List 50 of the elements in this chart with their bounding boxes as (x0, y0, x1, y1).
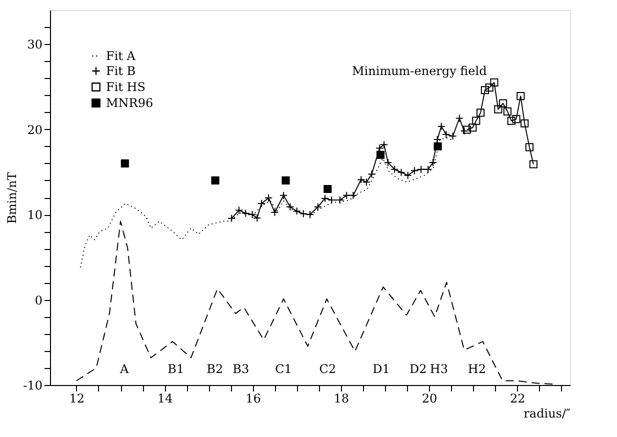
annotation: H3 (430, 362, 448, 376)
point (520, 119, 529, 128)
point (211, 176, 220, 184)
point (120, 159, 129, 168)
annotation: A (119, 362, 130, 376)
y-axis-title: Bmin/nT (5, 172, 20, 224)
annotation: Minimum-energy field (352, 64, 488, 78)
point (512, 115, 520, 124)
y-tick-label: 0 (34, 293, 42, 308)
y-tick-label: 20 (27, 122, 42, 137)
point (376, 150, 385, 159)
legend-label: Fit A (106, 49, 136, 63)
point (529, 160, 538, 168)
x-axis-title: radius/″ (524, 406, 572, 420)
point (494, 105, 502, 114)
point (480, 86, 489, 94)
annotation: D1 (372, 362, 390, 376)
point (468, 124, 477, 132)
x-tick-label: 20 (422, 392, 438, 406)
legend-label: Fit B (106, 64, 136, 78)
annotation: C1 (275, 362, 292, 376)
x-tick-label: 12 (69, 392, 85, 406)
point (507, 116, 516, 125)
y-tick-label: 30 (27, 38, 42, 52)
y-tick-label: -10 (23, 378, 42, 392)
point (503, 107, 512, 116)
x-tick-label: 16 (246, 392, 261, 406)
point (485, 84, 494, 92)
point (472, 116, 480, 125)
y-tick-label: 10 (27, 208, 42, 222)
point (525, 143, 534, 152)
x-tick-label: 14 (157, 392, 174, 406)
point (462, 126, 471, 134)
annotation: B1 (168, 362, 184, 376)
x-tick-label: 22 (510, 392, 526, 406)
legend-label: Fit HS (106, 80, 146, 94)
annotation: H2 (468, 362, 486, 376)
x-tick-label: 18 (334, 392, 349, 406)
point (324, 184, 332, 194)
annotation: D2 (410, 362, 427, 376)
legend-label: MNR96 (106, 96, 154, 110)
point (516, 92, 525, 100)
annotation: C2 (319, 362, 336, 376)
annotation: B3 (232, 362, 250, 376)
point (282, 176, 290, 184)
point (476, 108, 485, 117)
point (498, 99, 508, 108)
point (434, 142, 442, 150)
point (490, 78, 498, 86)
annotation: B2 (206, 362, 224, 376)
